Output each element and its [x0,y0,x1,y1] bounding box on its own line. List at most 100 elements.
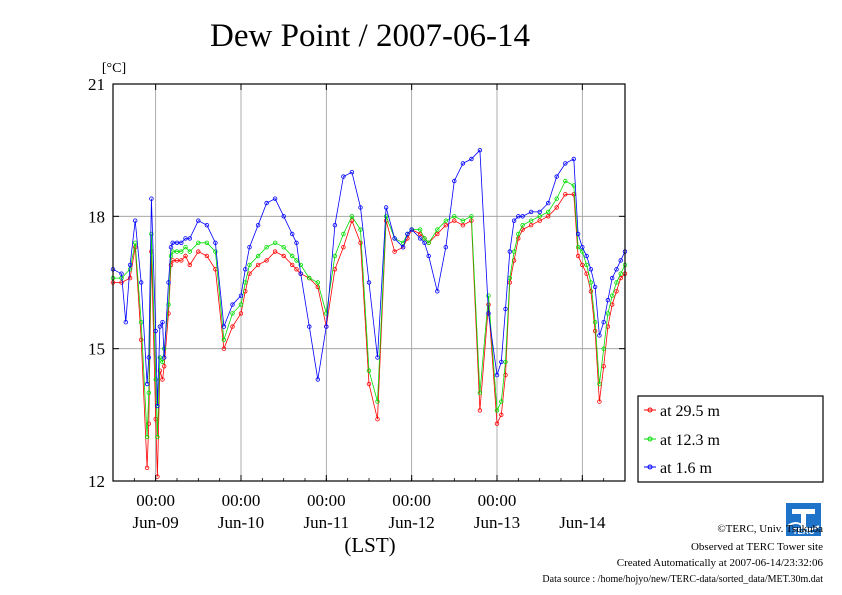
data-point [477,147,483,153]
data-point [160,320,165,325]
logo-tower-icon [792,509,815,528]
data-point [157,355,163,360]
data-point [520,214,525,219]
data-source-text: Data source : /home/hojyo/new/TERC-data/… [542,574,823,585]
data-point [138,320,144,325]
data-point [144,434,150,440]
data-point [503,372,508,378]
data-point [580,262,585,268]
data-point [546,209,551,215]
data-point [618,271,623,276]
data-point [196,240,201,245]
data-point [588,280,594,285]
data-point [157,324,163,329]
data-point [281,214,286,219]
data-point [221,337,227,342]
data-point [119,280,124,285]
data-point [375,417,380,422]
y-axis: 12 15 18 21 [88,75,625,491]
data-point [392,249,397,254]
data-point [494,372,500,378]
data-point [247,262,252,268]
data-point [418,236,423,241]
data-point [405,231,410,237]
data-point [546,200,551,206]
data-point [435,289,440,294]
y-tick-label: 18 [88,207,105,226]
data-point [511,218,517,223]
data-point [499,359,504,365]
data-point [358,205,363,210]
y-tick-label: 21 [88,75,105,94]
data-point [528,222,534,228]
data-point [554,205,559,210]
data-point [230,311,235,316]
data-point [179,240,184,245]
series-2 [110,147,628,409]
data-point [243,267,248,272]
data-point [332,253,338,259]
data-point [138,280,144,285]
grid-lines [113,84,625,481]
data-point [422,236,427,241]
data-point [520,222,525,228]
x-date-label: Jun-14 [559,513,606,532]
data-point [161,355,167,360]
data-point [610,293,615,298]
data-point [324,324,329,329]
data-point [324,311,329,316]
x-time-label: 00:00 [392,491,431,510]
data-point [213,249,218,254]
data-point [183,253,188,259]
data-point [503,306,508,312]
data-point [146,421,151,426]
data-point [575,231,581,237]
data-point [494,408,500,413]
data-point [290,262,295,268]
data-point [183,236,188,241]
data-point [537,209,542,215]
data-point [196,249,201,254]
data-point [144,465,150,470]
data-point [255,262,261,268]
data-point [601,320,606,325]
data-point [507,249,512,254]
data-point [187,262,192,268]
data-point [460,218,466,223]
data-point [132,218,138,223]
data-point [375,399,380,404]
data-point [204,240,210,245]
data-point [183,244,188,250]
data-point [452,178,457,184]
data-point [204,253,210,259]
y-tick-label: 12 [88,472,105,491]
data-point [298,262,303,268]
data-point [247,244,252,250]
data-point [554,196,559,201]
data-point [196,218,201,223]
data-point [221,324,227,329]
x-date-label: Jun-12 [389,513,435,532]
data-point [146,355,151,360]
data-point [366,368,372,373]
data-point [469,156,474,162]
data-point [315,284,320,290]
data-point [166,280,171,285]
data-point [460,161,466,166]
data-point [477,390,483,395]
data-point [166,302,171,307]
data-point [443,222,448,228]
data-point [499,412,504,417]
data-point [358,240,363,245]
data-point [119,271,124,276]
data-point [174,249,180,254]
data-point [294,240,299,245]
legend-item-1-6m: at 1.6 m [644,460,713,477]
data-point [546,214,551,219]
data-point [460,222,466,228]
data-point [272,249,278,254]
data-point [153,417,158,422]
x-date-label: Jun-09 [133,513,179,532]
data-point [400,244,406,250]
